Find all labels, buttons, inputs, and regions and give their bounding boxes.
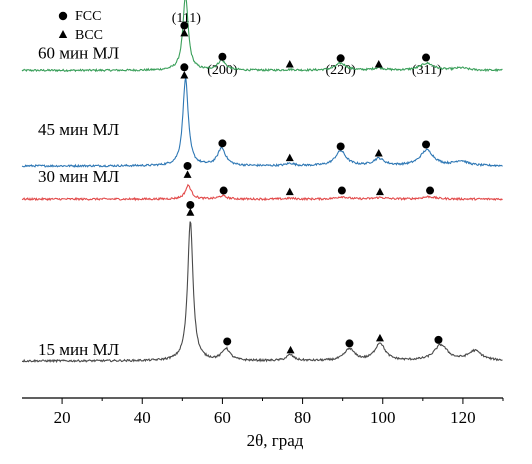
bcc-marker xyxy=(286,345,295,354)
fcc-marker xyxy=(434,335,443,344)
fcc-marker xyxy=(345,339,354,348)
x-tick-label: 80 xyxy=(294,408,311,427)
fcc-marker xyxy=(422,53,431,62)
peak-index-label: (220) xyxy=(325,63,356,78)
fcc-marker xyxy=(337,186,346,195)
fcc-marker xyxy=(183,161,192,170)
fcc-marker xyxy=(186,200,195,209)
fcc-marker xyxy=(336,142,345,151)
x-axis-label: 2θ, град xyxy=(247,431,304,450)
fcc-marker xyxy=(218,139,227,148)
series-name-label: 15 мин МЛ xyxy=(38,340,120,359)
series-name-label: 60 мин МЛ xyxy=(38,44,120,63)
fcc-marker xyxy=(180,63,189,72)
fcc-marker xyxy=(180,21,189,30)
bcc-marker xyxy=(186,208,195,216)
bcc-marker xyxy=(183,170,192,178)
legend-bcc-marker xyxy=(58,30,68,38)
x-tick-label: 120 xyxy=(450,408,476,427)
series-line xyxy=(21,183,503,202)
bcc-marker xyxy=(285,60,294,68)
x-tick-label: 60 xyxy=(214,408,231,427)
fcc-marker xyxy=(219,186,228,195)
bcc-marker xyxy=(180,28,189,37)
bcc-marker xyxy=(285,153,294,162)
bcc-marker xyxy=(180,70,189,79)
x-tick-label: 20 xyxy=(54,408,71,427)
series-name-label: 30 мин МЛ xyxy=(38,167,120,186)
series-group: 60 мин МЛ 45 мин МЛ 30 мин МЛ 15 мин МЛ xyxy=(21,0,503,364)
fcc-marker xyxy=(223,337,232,346)
peak-index-label: (311) xyxy=(412,63,442,78)
legend-entry-label: FCC xyxy=(75,9,101,24)
bcc-marker xyxy=(374,148,383,157)
bcc-marker xyxy=(375,187,384,196)
peak-index-label: (200) xyxy=(207,63,238,78)
bcc-marker xyxy=(285,187,294,196)
chart-legend: FCC BCC xyxy=(58,9,103,43)
bcc-marker xyxy=(375,333,384,342)
legend-fcc-marker xyxy=(58,11,68,21)
fcc-marker xyxy=(426,186,435,195)
fcc-marker xyxy=(218,52,227,61)
series-line xyxy=(21,221,503,364)
fcc-marker xyxy=(336,54,345,63)
legend-entry-label: BCC xyxy=(75,28,103,43)
fcc-marker xyxy=(422,140,431,149)
series-line xyxy=(21,0,503,73)
marker-group xyxy=(180,21,443,354)
peak-index-label: (111) xyxy=(172,11,202,26)
series-name-label: 45 мин МЛ xyxy=(38,120,120,139)
x-axis: 20 40 60 80 100 120 xyxy=(22,397,504,427)
series-line xyxy=(21,77,503,168)
x-tick-label: 40 xyxy=(134,408,151,427)
bcc-marker xyxy=(374,60,383,68)
x-tick-label: 100 xyxy=(370,408,396,427)
